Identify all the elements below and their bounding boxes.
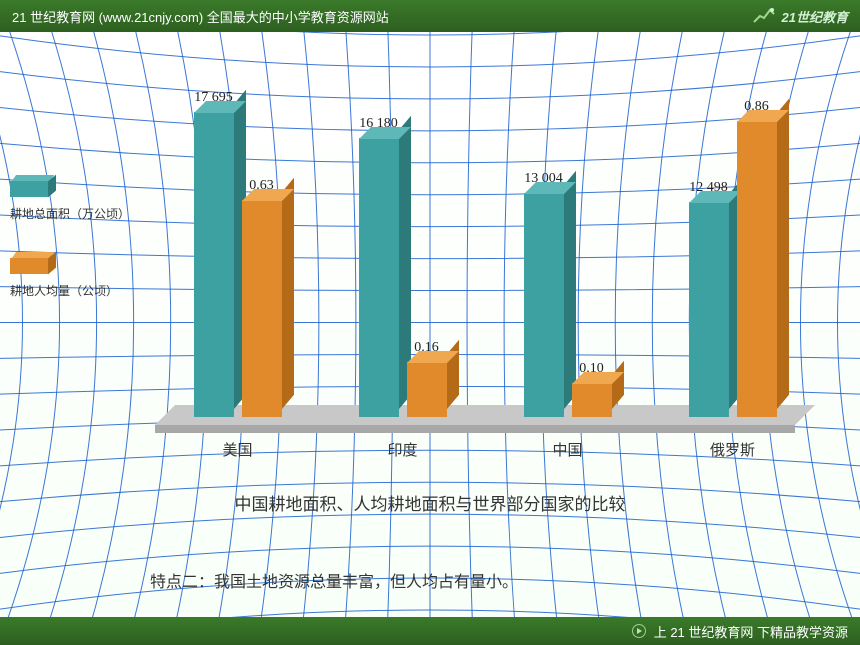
bar: 0.10 — [572, 383, 612, 417]
play-icon[interactable] — [632, 624, 646, 638]
bars-container: 17 6950.6316 1800.1613 0040.1012 4980.86 — [155, 77, 815, 417]
chart-legend: 耕地总面积（万公顷） 耕地人均量（公顷） — [10, 175, 130, 329]
bar: 0.86 — [737, 121, 777, 417]
legend-label: 耕地人均量（公顷） — [10, 282, 118, 299]
footer-bar: 上 21 世纪教育网 下精品教学资源 — [0, 617, 860, 645]
bar-value-label: 16 180 — [359, 116, 398, 132]
bar: 12 498 — [689, 202, 729, 417]
header-text: 21 世纪教育网 (www.21cnjy.com) 全国最大的中小学教育资源网站 — [12, 7, 389, 26]
bar-value-label: 0.16 — [414, 340, 439, 356]
category-label: 印度 — [353, 439, 453, 460]
runner-logo-icon — [750, 6, 778, 26]
legend-swatch-orange — [10, 252, 52, 274]
bar-group: 17 6950.63 — [194, 77, 282, 417]
legend-item-per-capita: 耕地人均量（公顷） — [10, 252, 130, 299]
category-labels: 美国 印度 中国 俄罗斯 — [155, 439, 815, 460]
bar-value-label: 13 004 — [524, 171, 563, 187]
bar-group: 13 0040.10 — [524, 77, 612, 417]
bar-value-label: 0.63 — [249, 178, 274, 194]
chart-title: 中国耕地面积、人均耕地面积与世界部分国家的比较 — [0, 490, 860, 515]
bar-chart: 17 6950.6316 1800.1613 0040.1012 4980.86… — [155, 55, 825, 435]
bar: 17 695 — [194, 112, 234, 417]
bar: 16 180 — [359, 138, 399, 417]
bar: 0.63 — [242, 200, 282, 417]
category-label: 俄罗斯 — [683, 439, 783, 460]
footer-text: 上 21 世纪教育网 下精品教学资源 — [654, 622, 848, 641]
header-brand: 21世纪教育 — [750, 6, 848, 26]
bar: 0.16 — [407, 362, 447, 417]
legend-item-total-area: 耕地总面积（万公顷） — [10, 175, 130, 222]
legend-swatch-teal — [10, 175, 52, 197]
bar-value-label: 17 695 — [194, 90, 233, 106]
bar-value-label: 0.10 — [579, 361, 604, 377]
bar-value-label: 12 498 — [689, 180, 728, 196]
category-label: 美国 — [188, 439, 288, 460]
legend-label: 耕地总面积（万公顷） — [10, 205, 130, 222]
summary-note: 特点二：我国土地资源总量丰富，但人均占有量小。 — [150, 568, 518, 592]
bar-group: 16 1800.16 — [359, 77, 447, 417]
bar: 13 004 — [524, 193, 564, 417]
category-label: 中国 — [518, 439, 618, 460]
header-bar: 21 世纪教育网 (www.21cnjy.com) 全国最大的中小学教育资源网站… — [0, 0, 860, 32]
bar-value-label: 0.86 — [744, 99, 769, 115]
bar-group: 12 4980.86 — [689, 77, 777, 417]
